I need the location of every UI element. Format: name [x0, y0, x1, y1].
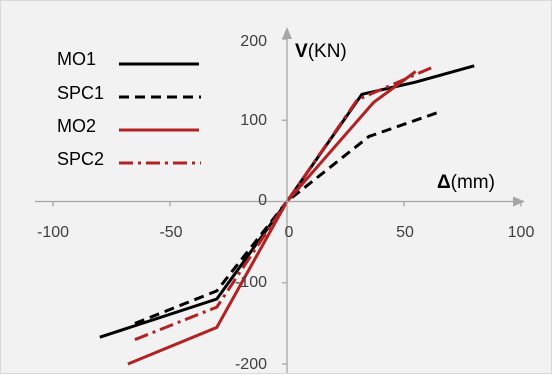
x-tick-label: 100 — [508, 224, 535, 241]
y-axis-label-unit: (KN) — [308, 41, 347, 62]
y-tick-marks — [282, 38, 287, 365]
x-axis-label: Δ(mm) — [437, 172, 495, 193]
legend-label-mo1: MO1 — [57, 49, 96, 69]
x-tick-label: 50 — [396, 224, 414, 241]
series-line-mo2 — [127, 70, 417, 366]
legend: MO1 SPC1 MO2 SPC2 — [57, 49, 201, 169]
legend-label-spc2: SPC2 — [57, 149, 104, 169]
legend-label-spc1: SPC1 — [57, 83, 104, 103]
series-line-spc2 — [134, 66, 433, 341]
x-axis-arrow — [513, 196, 525, 207]
y-tick-label: -200 — [235, 356, 267, 373]
x-tick-label: -100 — [37, 224, 69, 241]
y-axis-arrow — [282, 27, 292, 39]
x-tick-marks — [52, 201, 522, 207]
legend-label-mo2: MO2 — [57, 116, 96, 136]
x-tick-label: 0 — [285, 224, 294, 241]
y-tick-label: -100 — [235, 274, 267, 291]
x-axis-label-unit: (mm) — [451, 172, 495, 193]
y-tick-label: 100 — [240, 112, 267, 129]
y-tick-label: 0 — [258, 192, 267, 209]
x-axis-label-symbol: Δ — [437, 172, 451, 193]
y-axis-label: V(KN) — [295, 41, 347, 62]
x-tick-label: -50 — [159, 224, 182, 241]
y-tick-label: 200 — [240, 33, 267, 50]
y-axis-label-symbol: V — [295, 41, 308, 62]
